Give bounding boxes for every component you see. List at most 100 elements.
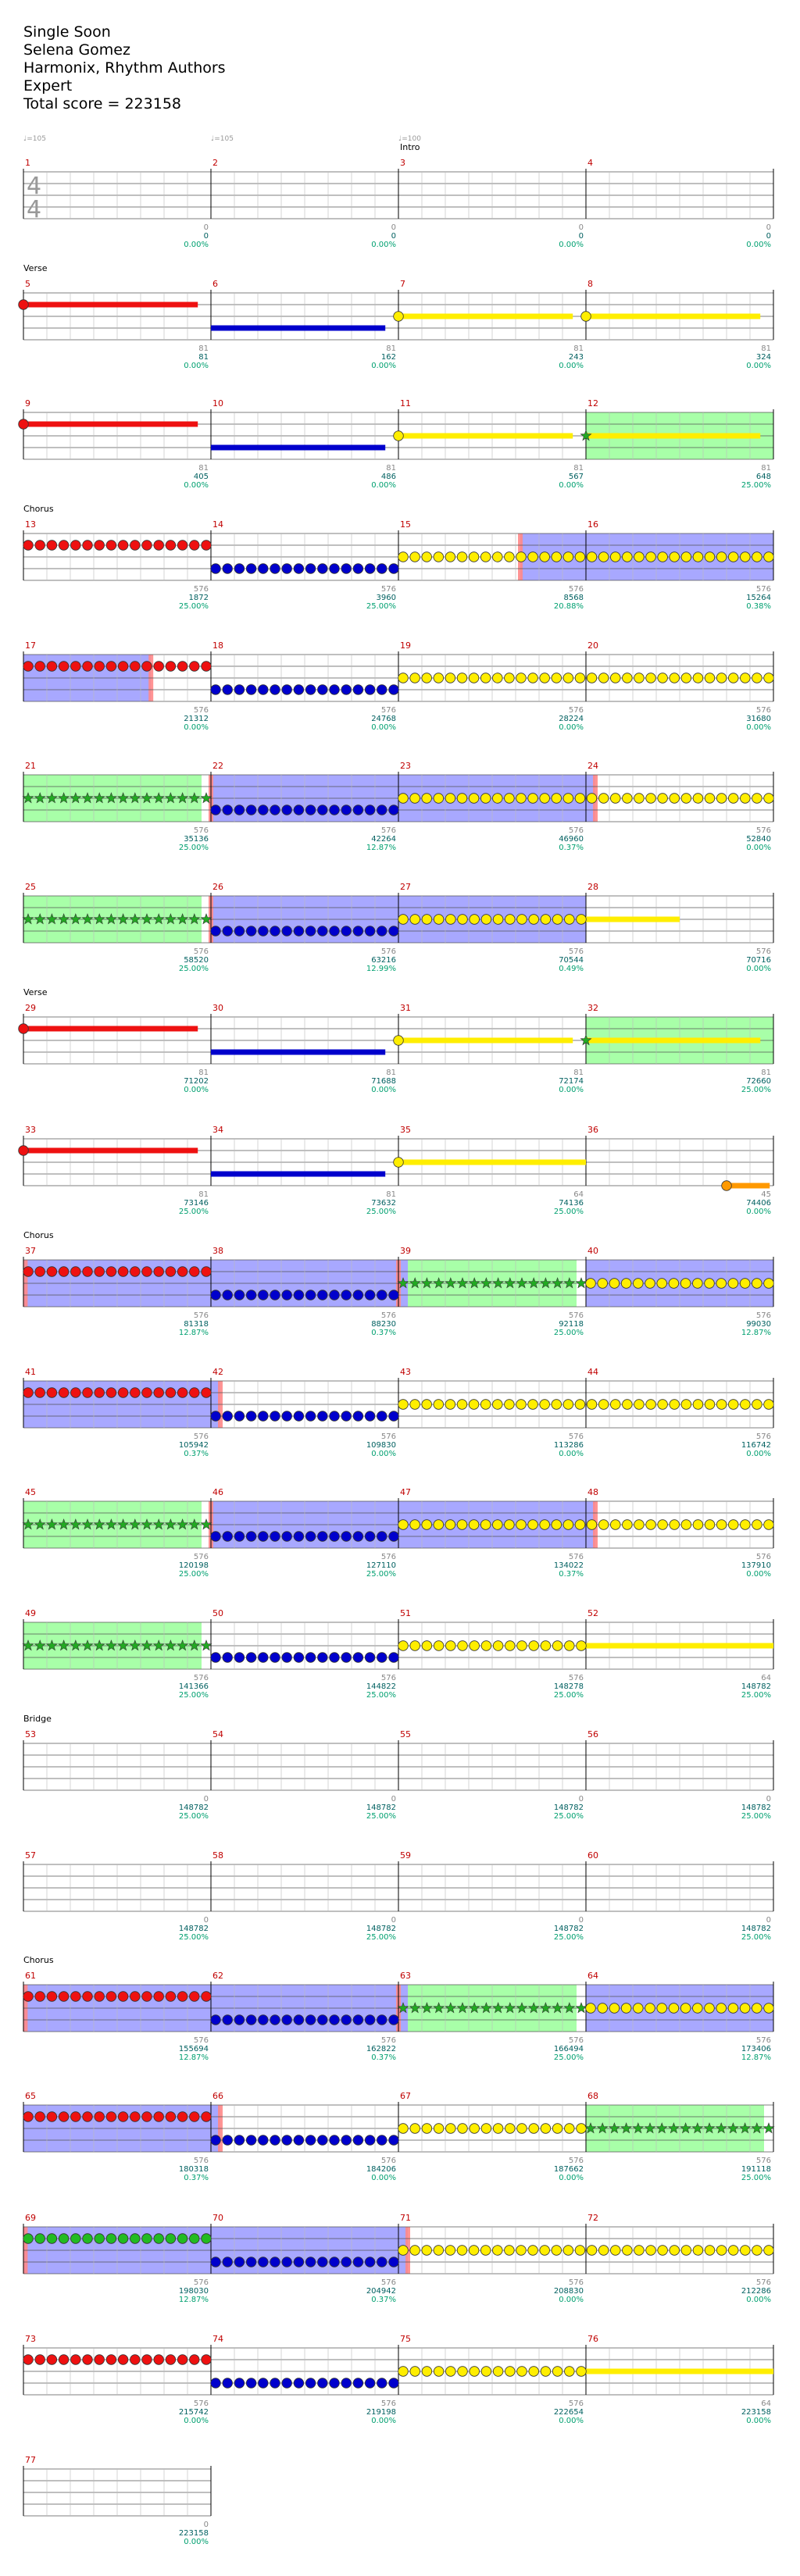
yellow-note — [527, 551, 538, 562]
measure-base-score: 576 — [569, 2036, 584, 2045]
blue-note — [245, 2014, 257, 2025]
blue-note — [293, 563, 305, 574]
blue-note — [305, 1290, 316, 1300]
cumulative-score: 0 — [391, 232, 396, 241]
overdrive-percent: 25.00% — [554, 1208, 584, 1216]
yellow-note — [468, 673, 480, 683]
yellow-note — [704, 1278, 715, 1289]
yellow-note — [620, 1278, 632, 1289]
yellow-note — [574, 793, 586, 804]
measure-number: 1 — [25, 158, 30, 168]
yellow-note — [645, 793, 656, 804]
measure-number: 73 — [25, 2334, 36, 2344]
overdrive-percent: 0.38% — [746, 602, 771, 611]
red-note — [70, 2354, 81, 2365]
blue-note — [234, 2014, 245, 2025]
measure-number: 18 — [212, 640, 223, 651]
yellow-note — [539, 673, 550, 683]
yellow-note — [727, 1278, 739, 1289]
overdrive-percent: 0.00% — [184, 723, 209, 732]
blue-note — [222, 2257, 233, 2267]
star-note — [164, 913, 177, 925]
measure-base-score: 576 — [569, 1432, 584, 1441]
measure-number: 43 — [400, 1367, 411, 1377]
red-note — [18, 1023, 29, 1034]
measure-number: 17 — [25, 640, 36, 651]
blue-note — [317, 1290, 328, 1300]
green-note — [141, 2233, 152, 2244]
measure-number: 9 — [25, 398, 30, 409]
measure-number: 12 — [588, 398, 598, 409]
star-note — [762, 2122, 775, 2134]
red-note — [46, 2354, 58, 2365]
yellow-note — [421, 673, 432, 683]
yellow-note — [516, 2123, 527, 2134]
blue-note — [329, 1411, 340, 1422]
blue-note — [270, 2257, 280, 2267]
cumulative-score: 88230 — [371, 1320, 396, 1329]
blue-note — [270, 1411, 280, 1422]
red-note — [94, 1266, 105, 1277]
red-note — [189, 661, 200, 672]
red-note — [82, 1991, 93, 2002]
red-note — [117, 540, 129, 551]
cumulative-score: 405 — [194, 473, 209, 481]
yellow-note — [505, 1640, 516, 1651]
blue-note — [210, 805, 221, 815]
yellow-note — [516, 1399, 527, 1410]
cumulative-score: 81318 — [184, 1320, 209, 1329]
yellow-note — [716, 1399, 727, 1410]
yellow-note — [516, 793, 527, 804]
yellow-note — [539, 1519, 550, 1530]
blue-note — [364, 684, 376, 695]
yellow-note — [398, 1640, 409, 1651]
yellow-note — [752, 673, 762, 683]
green-note — [201, 2233, 212, 2244]
cumulative-score: 105942 — [179, 1441, 209, 1450]
star-note — [575, 2002, 588, 2014]
overdrive-percent: 0.00% — [746, 1450, 771, 1458]
blue-note — [281, 2378, 292, 2389]
red-note — [34, 1387, 45, 1398]
red-note — [23, 540, 34, 551]
yellow-note — [585, 1278, 596, 1289]
red-note — [189, 1266, 200, 1277]
yellow-note — [634, 551, 645, 562]
measure-base-score: 576 — [756, 585, 771, 594]
measure-number: 3 — [400, 158, 405, 168]
yellow-note — [752, 2003, 762, 2014]
red-note — [58, 1387, 70, 1398]
yellow-note — [562, 1519, 574, 1530]
red-note — [46, 1991, 58, 2002]
yellow-note — [598, 793, 609, 804]
blue-note — [293, 1652, 305, 1663]
yellow-note — [598, 673, 609, 683]
overdrive-percent: 0.00% — [559, 481, 584, 490]
star-note — [70, 792, 82, 804]
blue-note — [245, 2378, 257, 2389]
yellow-note — [409, 2245, 420, 2256]
blue-note — [364, 926, 376, 937]
overdrive-percent: 0.00% — [559, 2296, 584, 2304]
yellow-note — [680, 2003, 691, 2014]
yellow-note — [704, 2245, 716, 2256]
yellow-note — [480, 2366, 492, 2377]
blue-note — [234, 2257, 245, 2267]
yellow-note — [516, 1519, 527, 1530]
yellow-note — [480, 2123, 492, 2134]
measure-base-score: 576 — [569, 826, 584, 835]
yellow-note — [433, 673, 444, 683]
measure-base-score: 45 — [761, 1190, 771, 1199]
section-label: Verse — [23, 263, 48, 273]
yellow-note — [564, 914, 575, 925]
yellow-note — [692, 673, 704, 683]
blue-note — [210, 563, 221, 574]
measure-number: 23 — [400, 761, 411, 771]
yellow-note — [622, 793, 633, 804]
measure-number: 24 — [588, 761, 598, 771]
cumulative-score: 99030 — [746, 1320, 771, 1329]
overdrive-percent: 0.37% — [559, 1570, 584, 1579]
measure-base-score: 81 — [573, 464, 584, 473]
yellow-note — [704, 551, 716, 562]
measure-number: 50 — [212, 1608, 223, 1618]
